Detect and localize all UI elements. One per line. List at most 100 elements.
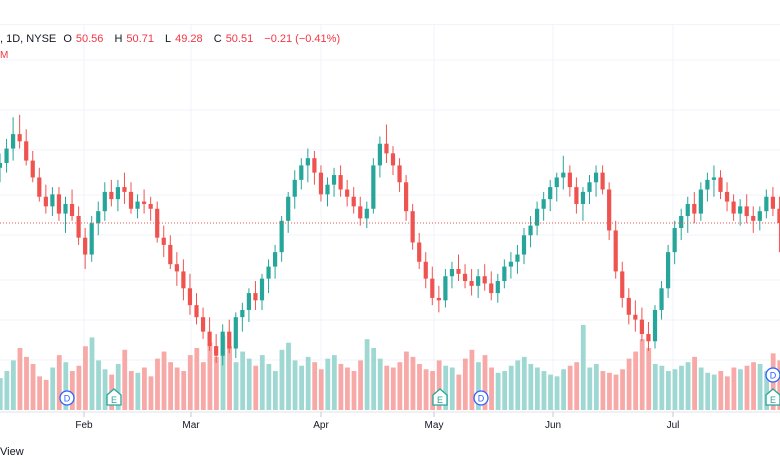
candle-body	[515, 254, 520, 262]
volume-bar	[187, 355, 193, 410]
candle-body	[659, 288, 664, 310]
volume-bar	[698, 367, 704, 410]
volume-bar	[757, 363, 763, 410]
volume-bar	[142, 367, 147, 410]
candle-body	[666, 252, 671, 289]
volume-bar	[279, 349, 285, 410]
volume-bar	[83, 346, 88, 410]
month-label: Feb	[75, 420, 93, 431]
volume-bar	[751, 362, 756, 410]
event-markers: D E E D D E	[59, 367, 780, 406]
volume-bar	[30, 363, 36, 410]
candle-body	[548, 187, 553, 200]
volume-bar	[69, 371, 75, 410]
low-label: L	[165, 33, 172, 45]
volume-bar	[679, 365, 684, 410]
footer-text[interactable]: View	[0, 446, 24, 458]
volume-bar	[489, 367, 494, 410]
volume-bar	[200, 362, 206, 410]
dividend-icon[interactable]: D	[473, 390, 489, 406]
volume-bar	[718, 371, 724, 410]
volume-bar	[495, 372, 501, 410]
earnings-icon[interactable]: E	[432, 388, 448, 406]
volume-bar	[351, 371, 357, 410]
volume-bar	[404, 351, 409, 410]
dividend-icon[interactable]: D	[59, 390, 75, 406]
candle-body	[135, 201, 140, 209]
candle-body	[462, 273, 468, 282]
candle-body	[626, 297, 631, 315]
candle-body	[345, 189, 350, 197]
candle-body	[541, 199, 546, 209]
volume-bar	[220, 335, 226, 410]
volume-bar	[318, 369, 324, 410]
candle-body	[286, 196, 291, 221]
price-chart[interactable]: D E E D D E Feb Mar Apr May Jun Jul	[0, 0, 780, 440]
candle-body	[698, 189, 703, 214]
candle-body	[528, 225, 533, 236]
candle-body	[777, 208, 780, 223]
volume-bar	[240, 351, 246, 410]
volume-bar	[423, 369, 429, 410]
candle-body	[476, 276, 481, 286]
candle-body	[246, 293, 251, 310]
volume-bar	[89, 337, 95, 410]
volume-bar	[430, 371, 435, 410]
candle-body	[63, 203, 68, 214]
volume-bar	[155, 358, 160, 410]
candle-body	[567, 172, 572, 188]
volume-bar	[508, 365, 514, 410]
time-axis: Feb Mar Apr May Jun Jul	[75, 412, 679, 431]
candle-body	[561, 172, 566, 178]
volume-bar	[253, 365, 259, 410]
candle-body	[770, 196, 775, 209]
volume-bar	[607, 372, 612, 410]
dividend-icon[interactable]: D	[765, 367, 780, 383]
candle-body	[187, 288, 193, 306]
candle-body	[168, 244, 173, 265]
candle-body	[397, 165, 402, 183]
candle-body	[508, 261, 513, 267]
candle-body	[325, 184, 330, 195]
ohlc-legend: , 1D, NYSE O 50.56 H 50.71 L 49.28 C 50.51 −…	[0, 33, 344, 45]
volume-bar	[168, 362, 173, 410]
volume-bar	[456, 374, 462, 410]
volume-bar	[626, 358, 632, 410]
candle-body	[305, 158, 310, 166]
volume-bar	[259, 355, 265, 410]
month-label: Jun	[545, 420, 561, 431]
volume-bar	[476, 362, 481, 410]
candle-body	[679, 216, 684, 229]
candle-body	[109, 191, 114, 200]
candle-body	[535, 208, 540, 226]
earnings-icon[interactable]: E	[106, 388, 122, 406]
candle-body	[4, 148, 9, 163]
candle-body	[384, 143, 389, 154]
candle-body	[620, 271, 625, 298]
volume-bar	[207, 342, 213, 410]
candle-body	[148, 203, 153, 209]
candle-body	[495, 281, 500, 294]
volume-bar	[148, 376, 154, 410]
candle-body	[142, 201, 147, 204]
candle-body	[30, 160, 35, 178]
volume-bar	[161, 351, 167, 410]
earnings-icon[interactable]: E	[765, 388, 780, 406]
volume-bar	[312, 362, 318, 410]
candle-body	[273, 252, 278, 267]
candle-body	[292, 179, 297, 197]
volume-bar	[646, 348, 652, 410]
candle-body	[240, 309, 245, 318]
candle-body	[69, 203, 75, 216]
candle-body	[102, 191, 107, 212]
candle-body	[89, 223, 94, 255]
volume-bar	[692, 356, 697, 410]
volume-bar	[63, 362, 69, 410]
volume-bar	[462, 358, 468, 410]
month-label: May	[425, 420, 444, 431]
candle-body	[489, 283, 494, 294]
volume-bar	[613, 374, 619, 410]
volume-bar	[56, 355, 62, 410]
candle-body	[482, 276, 487, 284]
